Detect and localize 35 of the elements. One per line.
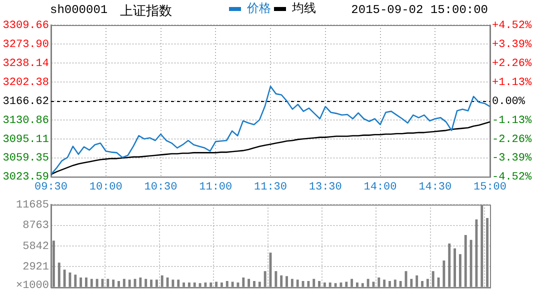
legend-label: 均线 (291, 1, 316, 16)
y-tick-label: 11685 (16, 200, 49, 212)
y-tick-label: 3309.66 (2, 20, 49, 32)
y-tick-label: 2921 (22, 262, 50, 274)
x-tick-label: 09:30 (34, 181, 68, 194)
x-tick-label: 15:00 (473, 181, 507, 194)
y-tick-label: 3202.38 (2, 76, 49, 89)
y2-tick-label: -1.13% (492, 114, 532, 127)
y-tick-label: 3238.14 (2, 58, 50, 70)
y2-tick-label: -3.39% (492, 152, 532, 165)
chart-title: 上证指数 (120, 3, 172, 20)
x-tick-label: 14:30 (418, 181, 452, 194)
y-tick-label: 5842 (22, 240, 49, 253)
y-tick-label: 3273.90 (2, 38, 49, 51)
y2-tick-label: +1.13% (492, 76, 532, 89)
x-tick-label: 10:30 (144, 181, 178, 194)
x-tick-label: 13:30 (308, 181, 342, 194)
y2-tick-label: -2.26% (492, 134, 532, 146)
x-tick-label: 10:00 (89, 181, 122, 194)
y-tick-label: 3130.86 (2, 114, 49, 127)
y2-tick-label: +3.39% (492, 38, 532, 51)
x-tick-label: 11:30 (254, 181, 288, 194)
y-tick-label: 3059.35 (2, 152, 49, 165)
y-tick-label: 8763 (22, 220, 49, 232)
y-tick-label: 3095.11 (2, 134, 50, 146)
y-axis-title: ×1000 (14, 280, 49, 292)
text: 2015-09-02 15:00:00 (351, 3, 488, 17)
y2-tick-label: +4.52% (492, 20, 532, 32)
x-tick-label: 11:00 (199, 181, 232, 194)
y2-tick-label: +2.26% (492, 58, 532, 70)
x-tick-label: 14:00 (364, 181, 397, 194)
y-tick-label: 3166.62 (2, 96, 49, 108)
chart-subtitle: sh000001 (50, 3, 108, 17)
y2-tick-label: 0.00% (492, 96, 526, 108)
legend-label: 价格 (246, 1, 271, 16)
